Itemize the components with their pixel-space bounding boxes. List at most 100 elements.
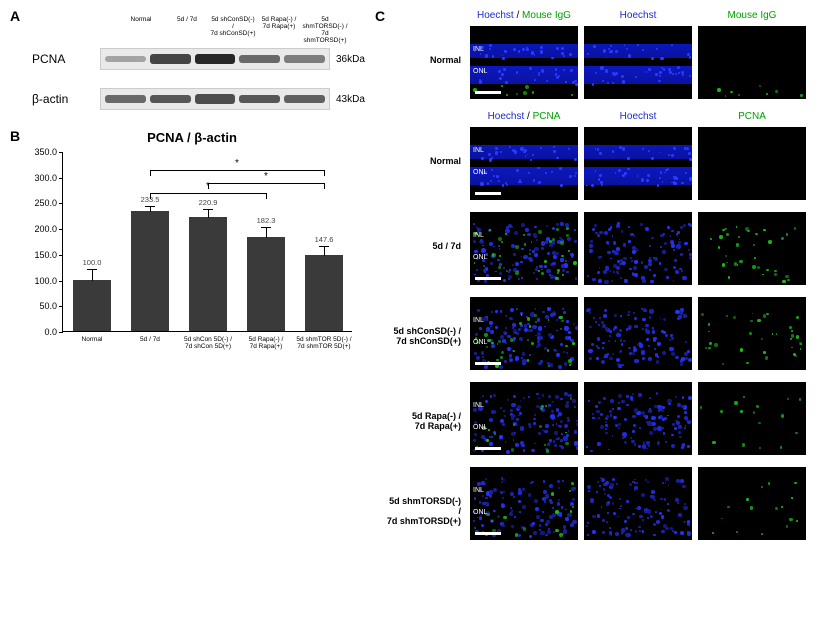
x-label: Normal <box>63 336 121 343</box>
micrograph-cell <box>584 26 692 99</box>
x-label: 5d Rapa(-) /7d Rapa(+) <box>237 336 295 351</box>
grid-row-label: 5d Rapa(-) /7d Rapa(+) <box>385 411 467 432</box>
wb-band <box>239 55 280 63</box>
y-tick-label: 350.0 <box>27 147 57 157</box>
sig-star: * <box>264 171 268 182</box>
grid-row-label: 5d / 7d <box>385 241 467 251</box>
layer-label: INL <box>473 402 484 409</box>
micrograph-cell <box>698 212 806 285</box>
sig-bracket <box>208 183 324 184</box>
error-bar <box>208 209 209 218</box>
y-tick-label: 100.0 <box>27 276 57 286</box>
wb-row: β-actin 43kDa <box>30 88 378 110</box>
micrograph-cell <box>698 127 806 200</box>
y-tick-label: 300.0 <box>27 173 57 183</box>
micrograph-cell: INL ONL <box>470 382 578 455</box>
scale-bar <box>475 532 501 535</box>
bar-value-label: 220.9 <box>199 198 218 207</box>
scale-bar <box>475 362 501 365</box>
y-tick-label: 0.0 <box>27 327 57 337</box>
wb-col-label: 5d / 7d <box>164 16 210 45</box>
chart-area: 0.050.0100.0150.0200.0250.0300.0350.0100… <box>62 152 352 332</box>
grid-col-header: Hoechst <box>584 111 692 122</box>
error-bar <box>266 227 267 238</box>
wb-lanes <box>100 48 330 70</box>
scale-bar <box>475 277 501 280</box>
wb-lanes <box>100 88 330 110</box>
sig-star: * <box>235 158 239 169</box>
wb-band <box>195 54 236 64</box>
layer-label: ONL <box>473 424 487 431</box>
layer-label: INL <box>473 46 484 53</box>
wb-size-label: 43kDa <box>330 94 378 105</box>
grid-col-header: Hoechst <box>584 10 692 21</box>
grid-row-label: Normal <box>385 156 467 166</box>
grid-row-label: Normal <box>385 55 467 65</box>
error-bar <box>324 246 325 256</box>
wb-band <box>150 95 191 104</box>
wb-row-label: PCNA <box>30 52 100 66</box>
micrograph-cell: INL ONL <box>470 26 578 99</box>
micrograph-cell: INLONL <box>470 297 578 370</box>
layer-label: ONL <box>473 68 487 75</box>
error-cap <box>203 209 213 210</box>
wb-band <box>195 94 236 103</box>
micrograph-cell <box>698 382 806 455</box>
chart-title: PCNA / β-actin <box>22 130 362 145</box>
error-cap <box>261 227 271 228</box>
x-label: 5d / 7d <box>121 336 179 343</box>
micrograph-cell <box>584 382 692 455</box>
panel-label-b: B <box>10 128 20 144</box>
wb-band <box>239 95 280 104</box>
wb-band <box>284 95 325 104</box>
y-tick-mark <box>59 306 63 307</box>
micrograph-cell: INL ONL <box>470 127 578 200</box>
layer-label: INL <box>473 317 484 324</box>
grid-col-header: PCNA <box>698 111 806 122</box>
scale-bar <box>475 192 501 195</box>
layer-label: ONL <box>473 169 487 176</box>
micrograph-cell <box>584 127 692 200</box>
sig-bracket-end <box>150 170 151 176</box>
scale-bar <box>475 447 501 450</box>
bar <box>189 217 227 331</box>
panel-b-bar-chart: PCNA / β-actin 0.050.0100.0150.0200.0250… <box>22 130 362 380</box>
layer-label: INL <box>473 147 484 154</box>
y-tick-label: 200.0 <box>27 224 57 234</box>
micrograph-cell <box>584 297 692 370</box>
bar-value-label: 147.6 <box>315 235 334 244</box>
y-tick-mark <box>59 332 63 333</box>
y-tick-mark <box>59 255 63 256</box>
micrograph-cell <box>584 212 692 285</box>
sig-bracket-end <box>150 193 151 199</box>
panel-label-a: A <box>10 8 20 24</box>
micrograph-cell: INLONL <box>470 467 578 540</box>
sig-bracket-end <box>324 183 325 189</box>
y-tick-mark <box>59 203 63 204</box>
y-tick-mark <box>59 178 63 179</box>
wb-size-label: 36kDa <box>330 54 378 65</box>
wb-col-label: Normal <box>118 16 164 45</box>
micrograph-cell <box>698 467 806 540</box>
error-bar <box>92 269 93 280</box>
layer-label: INL <box>473 232 484 239</box>
panel-label-c: C <box>375 8 385 24</box>
grid-row-label: 5d shmTORSD(-) /7d shmTORSD(+) <box>385 496 467 527</box>
sig-bracket-end <box>324 170 325 176</box>
wb-col-label: 5d Rapa(-) /7d Rapa(+) <box>256 16 302 45</box>
wb-row-label: β-actin <box>30 92 100 106</box>
y-tick-label: 50.0 <box>27 301 57 311</box>
micrograph-cell <box>698 26 806 99</box>
error-cap <box>87 269 97 270</box>
grid-col-header: Hoechst / Mouse IgG <box>470 10 578 21</box>
error-cap <box>145 206 155 207</box>
bar <box>73 280 111 331</box>
y-tick-mark <box>59 152 63 153</box>
y-tick-mark <box>59 281 63 282</box>
x-label: 5d shCon 5D(-) /7d shCon 5D(+) <box>179 336 237 351</box>
bar-value-label: 182.3 <box>257 216 276 225</box>
bar <box>305 255 343 331</box>
sig-star: * <box>206 181 210 192</box>
bar <box>247 237 285 331</box>
wb-band <box>284 55 325 63</box>
